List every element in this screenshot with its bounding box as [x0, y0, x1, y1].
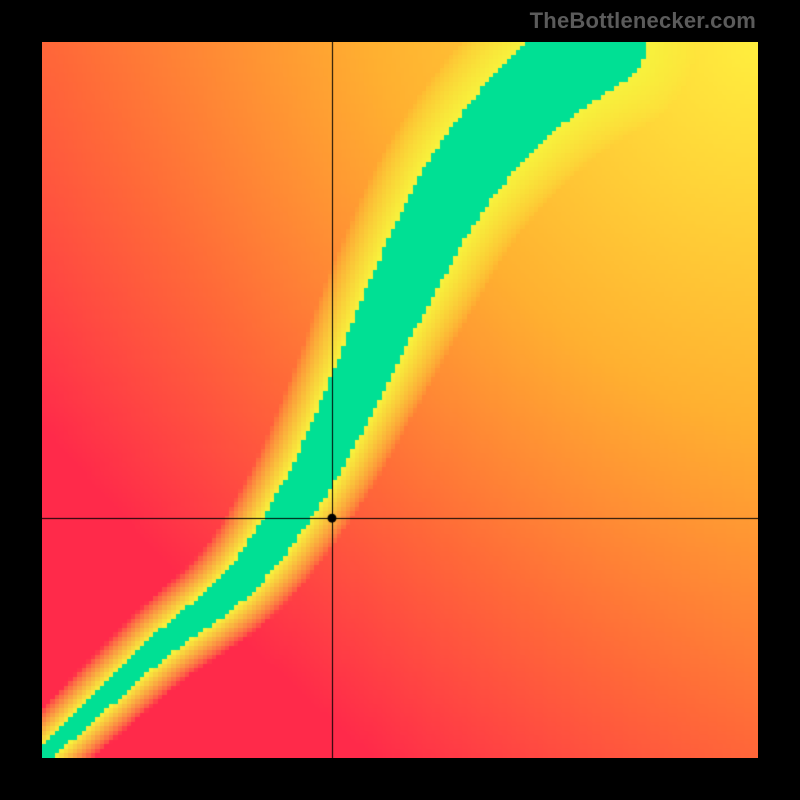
chart-container: TheBottlenecker.com — [0, 0, 800, 800]
watermark-label: TheBottlenecker.com — [530, 8, 756, 34]
heatmap-canvas — [42, 42, 758, 758]
plot-area — [42, 42, 758, 758]
